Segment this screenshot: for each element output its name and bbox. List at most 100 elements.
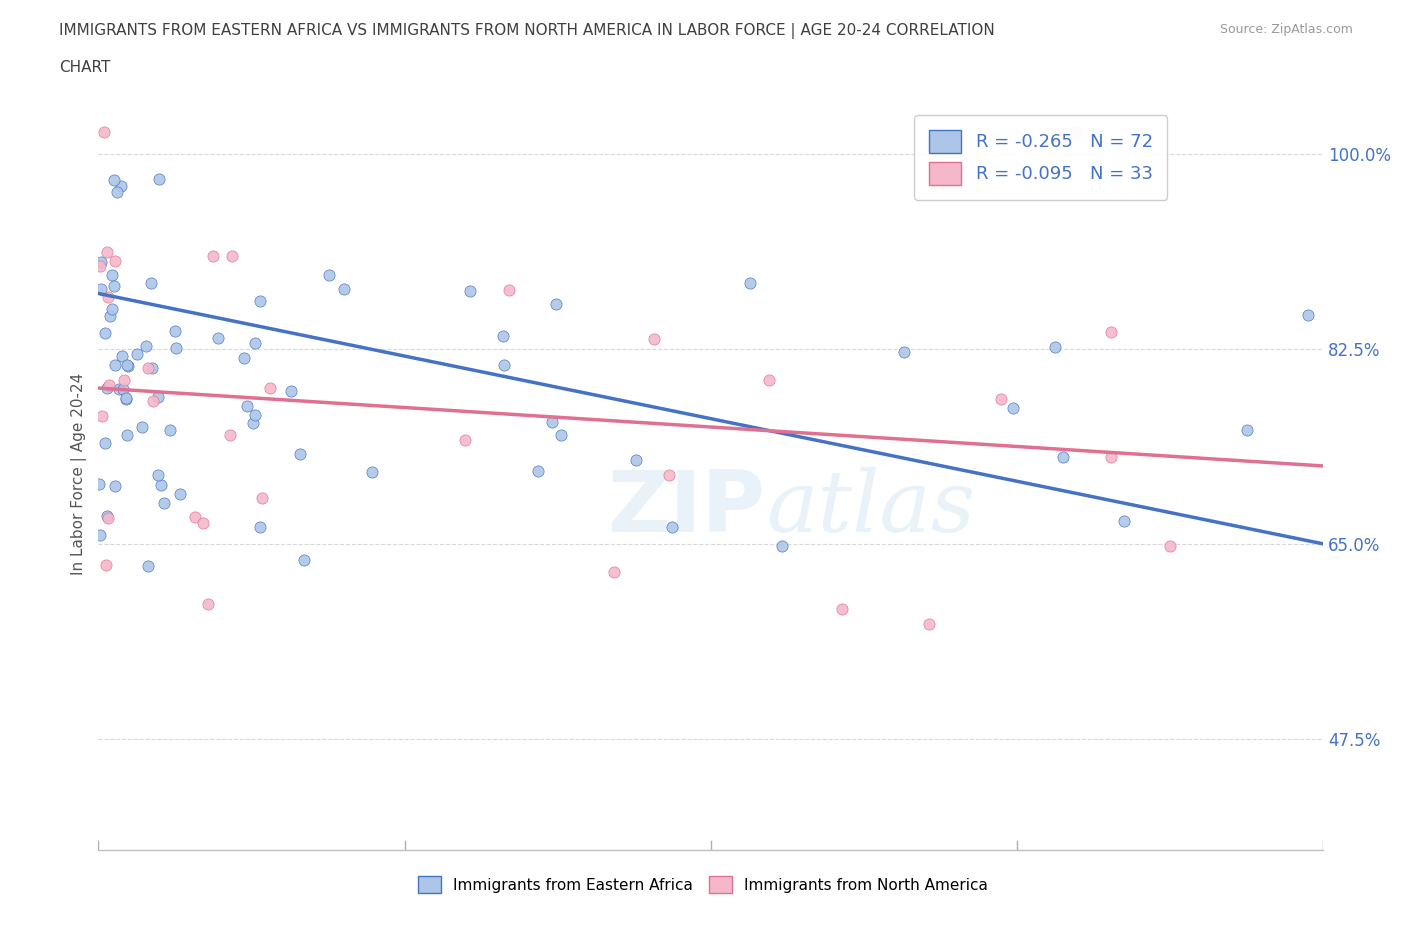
- Point: [250, 491, 273, 506]
- Point: [136, 559, 159, 574]
- Text: CHART: CHART: [59, 60, 111, 75]
- Point: [87, 476, 110, 491]
- Point: [236, 399, 259, 414]
- Point: [740, 275, 762, 290]
- Point: [100, 267, 122, 282]
- Text: atlas: atlas: [766, 467, 974, 550]
- Point: [221, 248, 243, 263]
- Point: [101, 301, 124, 316]
- Point: [202, 248, 225, 263]
- Point: [245, 408, 267, 423]
- Legend: Immigrants from Eastern Africa, Immigrants from North America: Immigrants from Eastern Africa, Immigran…: [412, 870, 994, 899]
- Point: [280, 384, 302, 399]
- Point: [242, 416, 264, 431]
- Point: [148, 171, 170, 186]
- Point: [150, 477, 173, 492]
- Point: [146, 390, 169, 405]
- Point: [249, 294, 271, 309]
- Point: [526, 463, 548, 478]
- Point: [141, 275, 163, 290]
- Point: [163, 323, 186, 338]
- Point: [290, 446, 312, 461]
- Point: [94, 557, 117, 572]
- Point: [1114, 513, 1136, 528]
- Point: [98, 309, 121, 324]
- Point: [191, 516, 214, 531]
- Point: [115, 391, 138, 405]
- Text: ZIP: ZIP: [606, 467, 765, 550]
- Point: [90, 254, 112, 269]
- Point: [104, 479, 127, 494]
- Point: [96, 245, 118, 259]
- Point: [93, 125, 115, 140]
- Point: [1099, 325, 1122, 339]
- Point: [658, 468, 681, 483]
- Point: [117, 359, 139, 374]
- Point: [115, 427, 138, 442]
- Point: [758, 372, 780, 387]
- Point: [94, 326, 117, 340]
- Point: [661, 520, 683, 535]
- Point: [1159, 538, 1181, 553]
- Point: [103, 173, 125, 188]
- Point: [135, 339, 157, 353]
- Point: [111, 382, 134, 397]
- Point: [141, 361, 163, 376]
- Point: [243, 336, 266, 351]
- Point: [98, 378, 121, 392]
- Legend: R = -0.265   N = 72, R = -0.095   N = 33: R = -0.265 N = 72, R = -0.095 N = 33: [914, 115, 1167, 200]
- Point: [259, 380, 281, 395]
- Point: [105, 184, 128, 199]
- Point: [1066, 125, 1088, 140]
- Point: [318, 268, 340, 283]
- Point: [460, 283, 482, 298]
- Point: [115, 392, 138, 407]
- Point: [103, 278, 125, 293]
- Point: [292, 552, 315, 567]
- Point: [360, 465, 382, 480]
- Point: [142, 393, 165, 408]
- Point: [603, 565, 626, 579]
- Point: [153, 496, 176, 511]
- Point: [1002, 401, 1025, 416]
- Point: [1099, 450, 1122, 465]
- Point: [893, 345, 915, 360]
- Point: [197, 596, 219, 611]
- Point: [136, 361, 159, 376]
- Point: [90, 282, 112, 297]
- Point: [108, 381, 131, 396]
- Point: [165, 340, 187, 355]
- Point: [550, 428, 572, 443]
- Text: Source: ZipAtlas.com: Source: ZipAtlas.com: [1219, 23, 1353, 36]
- Point: [159, 422, 181, 437]
- Point: [643, 332, 665, 347]
- Point: [546, 297, 568, 312]
- Point: [831, 602, 853, 617]
- Point: [169, 486, 191, 501]
- Point: [249, 520, 271, 535]
- Y-axis label: In Labor Force | Age 20-24: In Labor Force | Age 20-24: [72, 373, 87, 576]
- Point: [97, 289, 120, 304]
- Point: [117, 358, 139, 373]
- Point: [492, 329, 515, 344]
- Point: [104, 357, 127, 372]
- Point: [990, 392, 1012, 406]
- Point: [97, 510, 120, 525]
- Point: [103, 254, 125, 269]
- Point: [332, 282, 354, 297]
- Point: [498, 283, 520, 298]
- Point: [624, 452, 647, 467]
- Point: [96, 380, 118, 395]
- Point: [131, 419, 153, 434]
- Point: [1236, 422, 1258, 437]
- Point: [770, 538, 793, 553]
- Point: [918, 617, 941, 631]
- Point: [233, 351, 256, 365]
- Point: [454, 432, 477, 447]
- Point: [1043, 339, 1066, 354]
- Point: [110, 179, 132, 193]
- Point: [184, 510, 207, 525]
- Point: [541, 415, 564, 430]
- Point: [1296, 308, 1319, 323]
- Point: [1052, 449, 1074, 464]
